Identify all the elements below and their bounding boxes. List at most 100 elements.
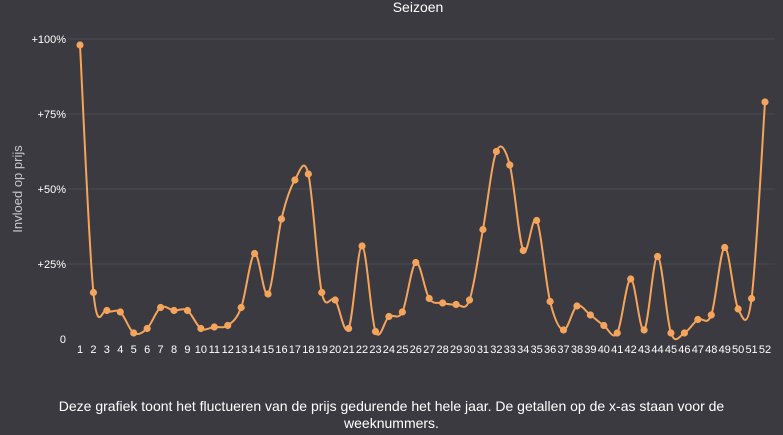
data-point-week-3: [103, 306, 111, 315]
seasonality-chart: Seizoen Invloed op prijs 0 +25% +50% +75% +1…: [10, 0, 775, 356]
data-point-week-44: [653, 252, 662, 261]
x-tick-label: 11: [209, 344, 220, 356]
data-point-week-50: [734, 305, 742, 313]
x-tick-label: 44: [651, 344, 663, 356]
data-point-week-38: [573, 302, 581, 310]
x-tick-label: 26: [410, 344, 422, 356]
x-tick-label: 35: [531, 344, 543, 356]
x-tick-label: 13: [235, 344, 247, 356]
data-point-week-26: [412, 258, 420, 267]
x-tick-label: 3: [104, 344, 110, 356]
x-tick-label: 31: [477, 344, 489, 356]
data-point-week-11: [210, 323, 218, 331]
x-tick-label: 29: [450, 344, 462, 356]
data-point-week-24: [385, 312, 393, 321]
data-point-week-27: [425, 294, 433, 303]
gridlines: [68, 38, 775, 265]
x-tick-label: 4: [117, 344, 123, 356]
data-point-week-8: [170, 306, 178, 315]
x-tick-label: 9: [184, 344, 190, 356]
x-tick-label: 47: [692, 344, 704, 356]
x-tick-label: 43: [638, 344, 650, 356]
data-point-week-40: [600, 321, 608, 330]
y-tick-label: +50%: [38, 184, 67, 196]
data-point-week-42: [627, 275, 635, 283]
y-tick-label: +100%: [31, 34, 66, 46]
x-tick-label: 51: [745, 344, 757, 356]
data-point-week-19: [318, 288, 326, 297]
x-tick-label: 22: [356, 344, 368, 356]
data-point-week-49: [721, 243, 729, 252]
x-tick-label: 8: [171, 344, 177, 356]
data-point-week-2: [89, 288, 98, 297]
x-tick-label: 15: [262, 344, 274, 356]
x-tick-label: 45: [665, 344, 677, 356]
y-tick-label: 0: [60, 334, 66, 346]
data-point-week-16: [277, 215, 286, 223]
chart-title: Seizoen: [393, 0, 444, 15]
x-tick-label: 10: [195, 344, 207, 356]
x-tick-labels: 1 2 3 4 5 6 7 8 9 10 11 12 13 14 15 16 17 18 19 20 21 22 23 24 2…: [77, 344, 771, 356]
data-point-week-7: [156, 303, 165, 312]
data-point-week-52: [761, 98, 769, 106]
data-point-week-30: [465, 296, 474, 304]
data-point-week-33: [506, 161, 514, 169]
data-point-week-46: [680, 329, 689, 337]
x-tick-label: 25: [396, 344, 408, 356]
data-point-week-32: [492, 147, 500, 156]
x-tick-label: 27: [423, 344, 435, 356]
data-point-week-12: [224, 321, 232, 330]
x-tick-label: 41: [611, 344, 623, 356]
data-point-week-34: [519, 246, 527, 255]
chart-caption: Deze grafiek toont het fluctueren van de…: [58, 398, 725, 431]
data-point-week-47: [694, 315, 702, 324]
x-tick-label: 24: [383, 344, 395, 356]
x-tick-label: 18: [302, 344, 314, 356]
x-tick-label: 16: [275, 344, 287, 356]
x-tick-label: 30: [463, 344, 475, 356]
x-tick-label: 37: [557, 344, 569, 356]
x-tick-label: 28: [437, 344, 449, 356]
data-point-week-5: [130, 329, 138, 337]
series-line: [79, 44, 766, 341]
y-tick-label: +25%: [38, 259, 67, 271]
data-point-week-6: [143, 324, 151, 333]
x-tick-label: 42: [625, 344, 637, 356]
y-tick-label: +75%: [38, 109, 67, 121]
data-point-week-51: [747, 294, 756, 303]
data-point-week-15: [264, 290, 272, 298]
x-tick-label: 1: [77, 344, 83, 356]
data-point-week-20: [331, 296, 339, 304]
data-point-week-39: [586, 311, 594, 319]
data-point-week-35: [533, 216, 541, 225]
x-tick-label: 23: [369, 344, 381, 356]
x-tick-label: 34: [517, 344, 529, 356]
x-tick-label: 50: [732, 344, 744, 356]
data-point-week-41: [613, 329, 621, 337]
data-point-week-21: [345, 324, 353, 333]
x-tick-label: 14: [248, 344, 260, 356]
y-tick-labels: 0 +25% +50% +75% +100%: [31, 34, 66, 346]
x-tick-label: 40: [598, 344, 610, 356]
data-point-week-17: [291, 176, 299, 184]
data-point-week-31: [479, 225, 487, 234]
data-point-week-10: [197, 324, 205, 333]
data-points: [76, 41, 769, 337]
x-tick-label: 39: [584, 344, 596, 356]
x-tick-label: 32: [490, 344, 502, 356]
x-tick-label: 46: [678, 344, 690, 356]
x-tick-label: 20: [329, 344, 341, 356]
data-point-week-18: [304, 170, 312, 178]
x-tick-label: 38: [571, 344, 583, 356]
data-point-week-43: [640, 326, 648, 334]
data-point-week-29: [452, 300, 460, 309]
data-point-week-14: [251, 249, 259, 258]
x-tick-label: 12: [222, 344, 234, 356]
x-tick-label: 52: [759, 344, 771, 356]
x-tick-label: 48: [705, 344, 717, 356]
data-point-week-45: [667, 329, 675, 337]
data-point-week-1: [76, 41, 84, 49]
x-tick-label: 5: [131, 344, 137, 356]
data-point-week-22: [358, 242, 366, 250]
data-point-week-25: [398, 308, 406, 316]
